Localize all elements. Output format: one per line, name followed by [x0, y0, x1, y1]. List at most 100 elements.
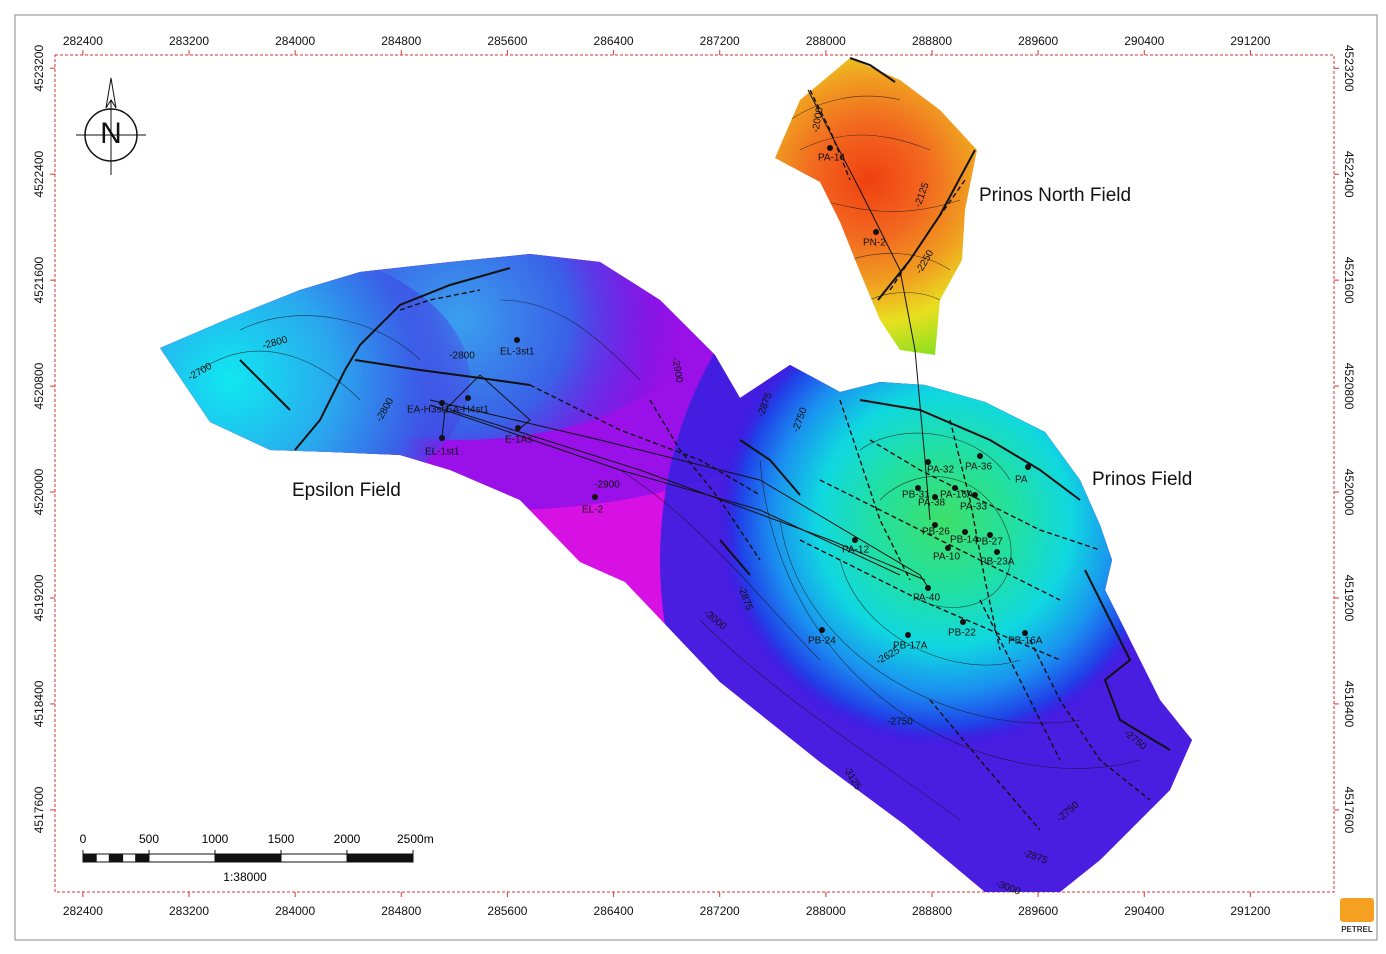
well-label: PA-40 — [913, 593, 940, 604]
well-marker — [994, 549, 1000, 555]
y-tick-label: 4520000 — [32, 468, 46, 515]
scale-segment — [135, 853, 150, 863]
logo — [1340, 898, 1374, 922]
field-label: Epsilon Field — [292, 480, 401, 501]
y-tick-label: 4519200 — [1342, 575, 1356, 622]
well-marker — [827, 145, 833, 151]
well-label: EL-1st1 — [425, 447, 460, 458]
well-label: PB-17A — [893, 641, 928, 652]
well-label: PA-14 — [818, 153, 845, 164]
well-label: EA-H3st1 — [407, 405, 450, 416]
x-tick-label: 282400 — [63, 34, 103, 48]
x-tick-label: 290400 — [1124, 34, 1164, 48]
y-tick-label: 4518400 — [32, 680, 46, 727]
well-marker — [1022, 630, 1028, 636]
scale-segment — [82, 853, 97, 863]
surface-north — [775, 58, 977, 355]
x-tick-label: 288800 — [912, 904, 952, 918]
well-marker — [987, 532, 993, 538]
x-tick-label: 282400 — [63, 904, 103, 918]
well-marker — [962, 529, 968, 535]
well-label: PB-27 — [975, 537, 1003, 548]
well-label: PB-14 — [950, 535, 978, 546]
y-tick-label: 4520800 — [1342, 363, 1356, 410]
well-marker — [932, 494, 938, 500]
well-marker — [514, 337, 520, 343]
x-tick-label: 291200 — [1230, 34, 1270, 48]
scale-segment — [108, 853, 124, 863]
x-tick-label: 287200 — [700, 904, 740, 918]
well-label: E-1As — [505, 435, 532, 446]
x-tick-label: 284000 — [275, 904, 315, 918]
y-tick-label: 4523200 — [32, 45, 46, 92]
well-label: PA-10 — [933, 552, 960, 563]
scale-segment — [346, 853, 414, 863]
well-label: PA-33 — [960, 502, 987, 513]
x-tick-label: 285600 — [487, 904, 527, 918]
well-label: PA-38 — [918, 498, 945, 509]
well-marker — [977, 453, 983, 459]
well-label: PA-32 — [927, 465, 954, 476]
y-tick-label: 4523200 — [1342, 45, 1356, 92]
well-marker — [972, 492, 978, 498]
scale-segment — [214, 853, 282, 863]
scale-ratio: 1:38000 — [223, 870, 267, 884]
x-tick-label: 284800 — [381, 34, 421, 48]
x-tick-label: 290400 — [1124, 904, 1164, 918]
well-marker — [515, 425, 521, 431]
well-marker — [592, 494, 598, 500]
scale-segment — [122, 853, 137, 863]
x-tick-label: 287200 — [700, 34, 740, 48]
scale-label: 2000 — [334, 832, 361, 846]
well-marker — [439, 435, 445, 441]
well-marker — [465, 395, 471, 401]
scale-segment — [95, 853, 110, 863]
well-marker — [925, 585, 931, 591]
well-marker — [819, 627, 825, 633]
well-label: EA-H4st1 — [446, 405, 489, 416]
x-tick-label: 289600 — [1018, 904, 1058, 918]
scale-label: 1500 — [268, 832, 295, 846]
well-label: EL-2 — [582, 505, 604, 516]
well-marker — [905, 632, 911, 638]
x-tick-label: 288000 — [806, 904, 846, 918]
well-label: PA — [1015, 475, 1028, 486]
north-arrow — [76, 77, 146, 175]
scale-segment — [280, 853, 348, 863]
faults — [239, 57, 1171, 831]
y-tick-label: 4522400 — [1342, 151, 1356, 198]
y-tick-label: 4517600 — [32, 786, 46, 833]
well-label: PB-22 — [948, 628, 976, 639]
y-tick-label: 4518400 — [1342, 681, 1356, 728]
well-label: PA-16A — [940, 490, 974, 501]
x-tick-label: 283200 — [169, 34, 209, 48]
outer-frame — [14, 14, 1378, 941]
logo-text: PETREL — [1341, 925, 1373, 934]
scale-label: 2500m — [397, 832, 434, 846]
x-tick-label: 286400 — [594, 904, 634, 918]
scale-label: 500 — [139, 832, 159, 846]
contour-label: -2900 — [669, 356, 684, 384]
x-tick-label: 288800 — [912, 34, 952, 48]
contour-label: -2750 — [887, 717, 913, 728]
well-label: PB-16A — [1008, 636, 1043, 647]
y-tick-label: 4521600 — [32, 256, 46, 303]
field-label: Prinos Field — [1092, 469, 1192, 490]
y-tick-label: 4519200 — [32, 574, 46, 621]
well-marker — [852, 537, 858, 543]
y-tick-label: 4520000 — [1342, 469, 1356, 516]
contour-label: -2800 — [449, 351, 475, 362]
well-label: PB-23A — [980, 557, 1015, 568]
x-tick-label: 285600 — [487, 34, 527, 48]
x-tick-label: 284000 — [275, 34, 315, 48]
scale-label: 1000 — [202, 832, 229, 846]
field-label: Prinos North Field — [979, 185, 1131, 206]
well-marker — [960, 619, 966, 625]
well-marker — [945, 545, 951, 551]
well-label: PN-2 — [863, 238, 886, 249]
well-label: PA-12 — [842, 545, 869, 556]
contour-label: -2900 — [594, 480, 620, 491]
well-marker — [1025, 464, 1031, 470]
x-tick-label: 291200 — [1230, 904, 1270, 918]
y-tick-label: 4522400 — [32, 151, 46, 198]
